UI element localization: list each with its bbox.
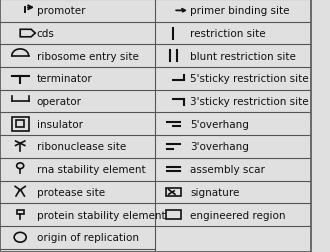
Text: cds: cds (37, 29, 54, 39)
Text: protein stability element: protein stability element (37, 210, 165, 220)
Bar (16, 121, 24, 128)
Text: origin of replication: origin of replication (37, 232, 139, 242)
Text: 3'overhang: 3'overhang (190, 142, 249, 152)
Text: 3'sticky restriction site: 3'sticky restriction site (190, 97, 309, 107)
Text: protease site: protease site (37, 187, 105, 197)
Text: 5'sticky restriction site: 5'sticky restriction site (190, 74, 309, 84)
Text: primer binding site: primer binding site (190, 6, 290, 16)
Text: insulator: insulator (37, 119, 82, 129)
Text: restriction site: restriction site (190, 29, 266, 39)
Bar (17, 210, 23, 214)
Text: promoter: promoter (37, 6, 85, 16)
Text: 5'overhang: 5'overhang (190, 119, 249, 129)
Text: engineered region: engineered region (190, 210, 285, 220)
Text: terminator: terminator (37, 74, 92, 84)
Bar (12, 117, 29, 131)
Text: operator: operator (37, 97, 82, 107)
Bar (166, 188, 181, 196)
Text: blunt restriction site: blunt restriction site (190, 51, 296, 61)
Bar (166, 211, 181, 219)
Text: assembly scar: assembly scar (190, 165, 265, 174)
Text: signature: signature (190, 187, 240, 197)
Text: ribonuclease site: ribonuclease site (37, 142, 126, 152)
Text: ribosome entry site: ribosome entry site (37, 51, 139, 61)
Text: rna stability element: rna stability element (37, 165, 145, 174)
